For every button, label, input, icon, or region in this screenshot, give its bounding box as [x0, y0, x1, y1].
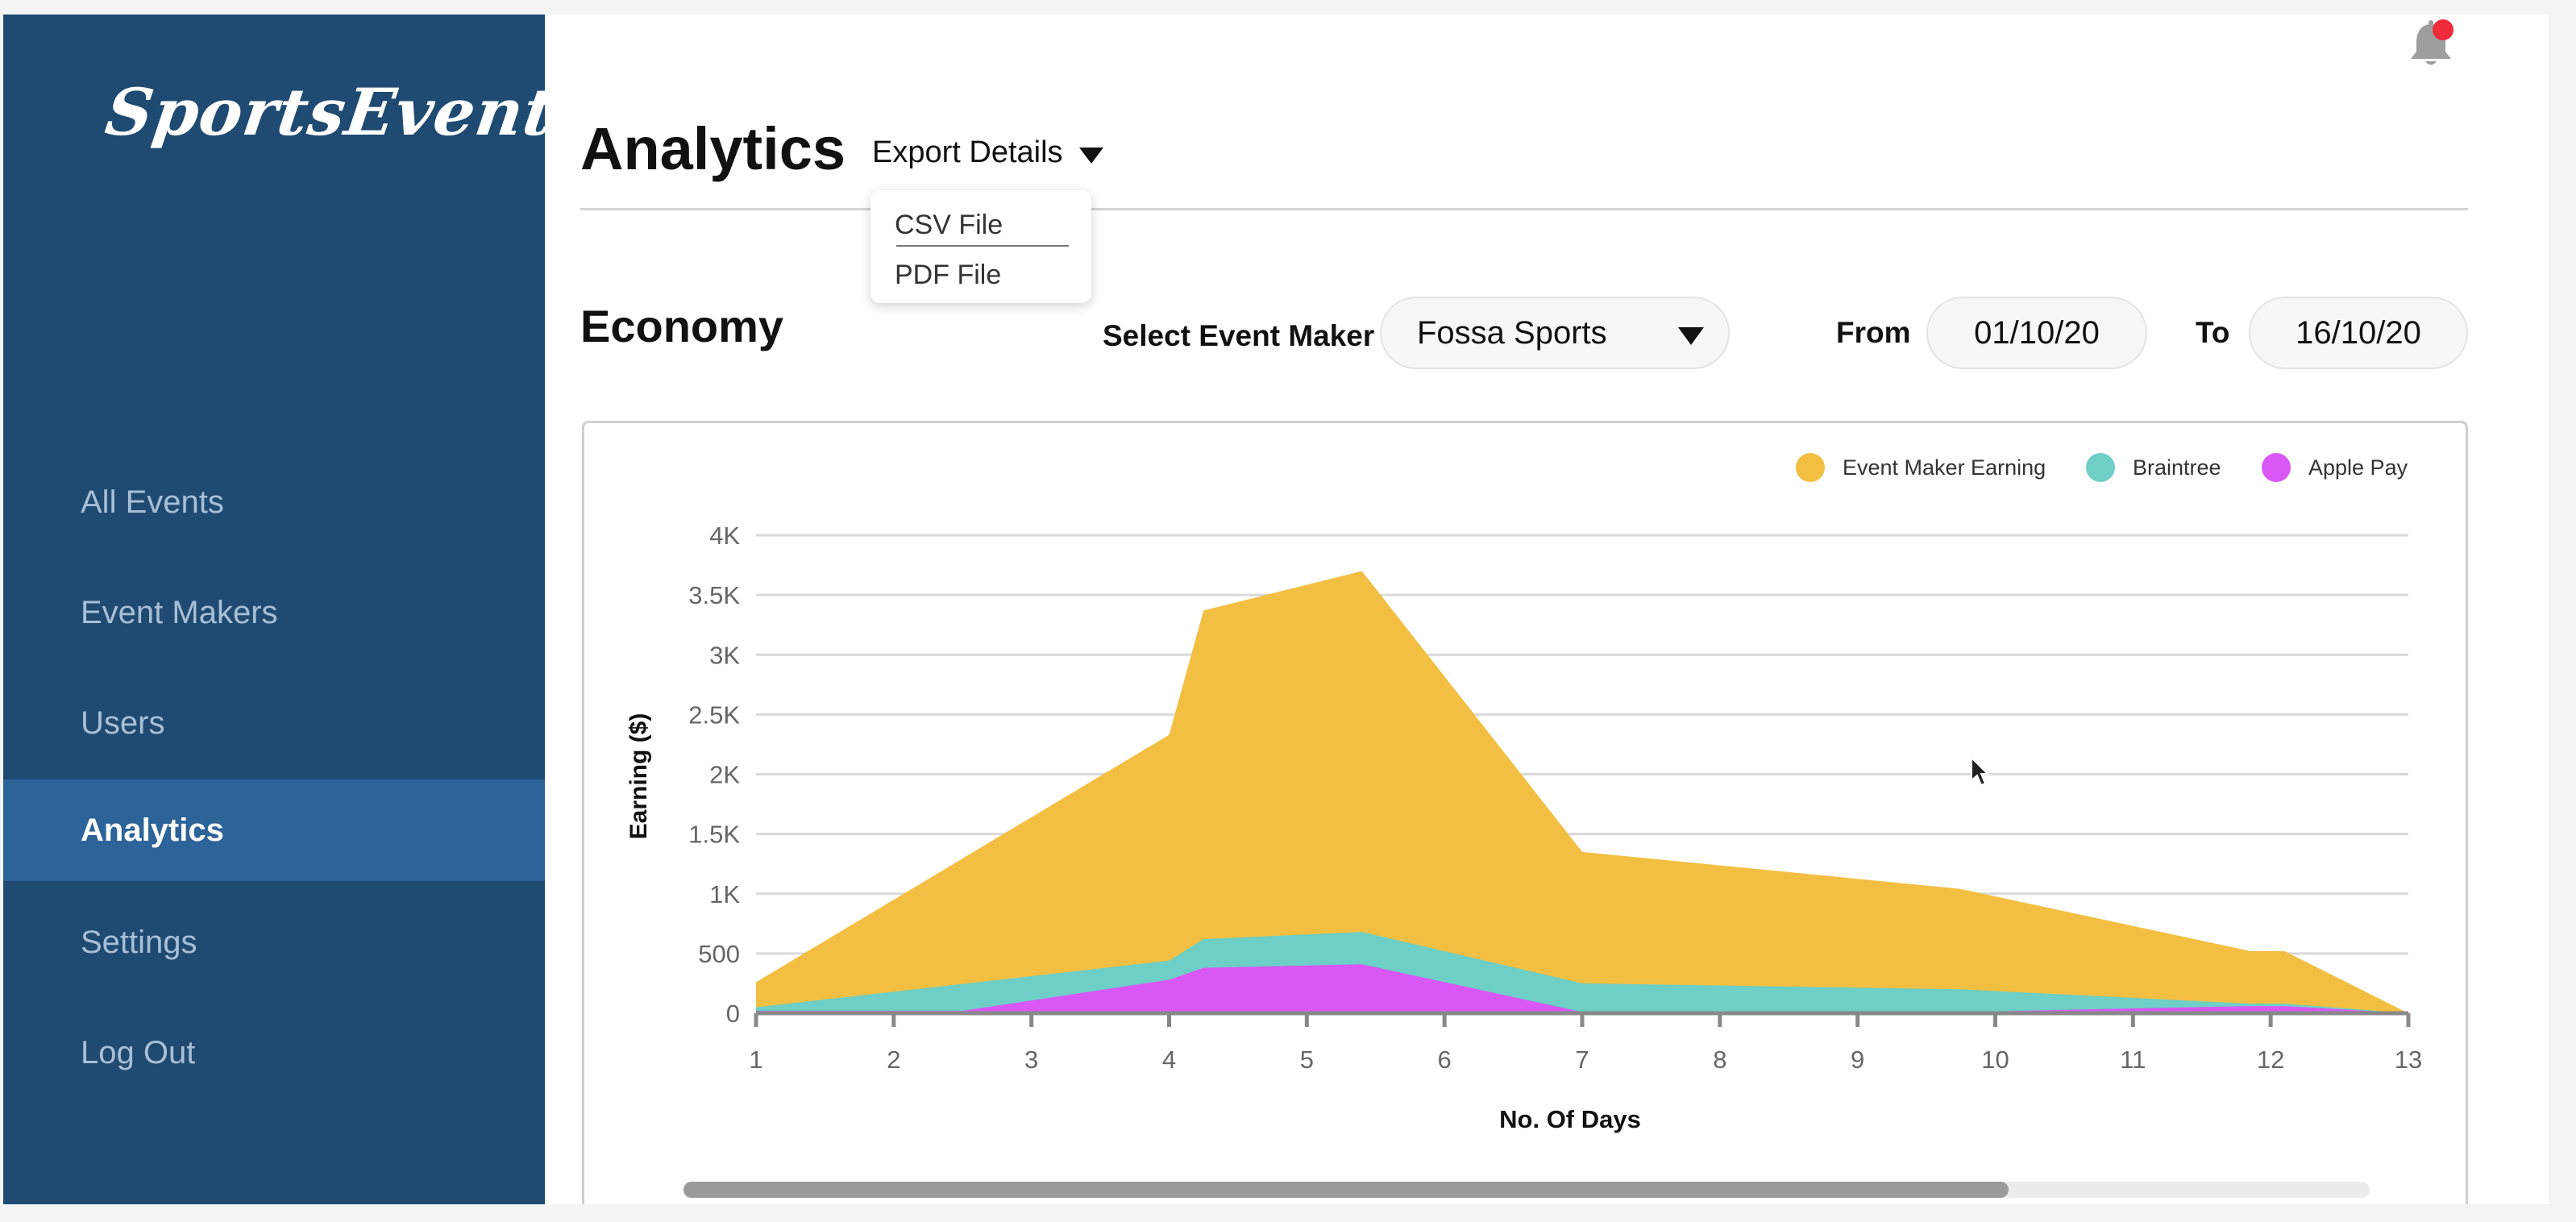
export-details-button[interactable]: Export Details [872, 135, 1103, 170]
chart-scrollbar-thumb[interactable] [683, 1182, 2009, 1198]
sidebar-item-analytics[interactable]: Analytics [3, 779, 545, 881]
app-logo[interactable]: SportsEvent [101, 74, 560, 150]
to-date-field[interactable]: 16/10/20 [2249, 297, 2468, 369]
legend-label: Braintree [2133, 455, 2221, 480]
export-details-label: Export Details [872, 135, 1063, 169]
event-maker-label: Select Event Maker [1103, 319, 1375, 352]
legend-swatch [2086, 453, 2115, 482]
export-csv-option[interactable]: CSV File [895, 210, 1003, 240]
export-menu: CSV File PDF File [870, 190, 1091, 303]
sidebar-item-users[interactable]: Users [81, 705, 165, 741]
window-frame-right [2549, 0, 2576, 1222]
legend-item-event-maker-earning[interactable]: Event Maker Earning [1796, 453, 2046, 482]
event-maker-value: Fossa Sports [1417, 314, 1607, 351]
legend-item-braintree[interactable]: Braintree [2086, 453, 2221, 482]
page-title: Analytics [580, 115, 846, 182]
from-date-field[interactable]: 01/10/20 [1926, 297, 2147, 369]
from-label: From [1836, 316, 1911, 349]
to-label: To [2196, 316, 2230, 349]
section-title: Economy [580, 301, 784, 351]
event-maker-select[interactable]: Fossa Sports [1380, 297, 1730, 369]
legend-swatch [1796, 453, 1825, 482]
legend-label: Apple Pay [2308, 455, 2408, 480]
mouse-pointer-icon [1971, 756, 1989, 787]
notification-badge [2433, 19, 2453, 40]
window-frame-top [0, 0, 2576, 15]
header-divider [580, 208, 2468, 210]
from-date-value: 01/10/20 [1974, 314, 2100, 351]
sidebar-item-all-events[interactable]: All Events [81, 484, 224, 520]
chevron-down-icon [1678, 327, 1704, 345]
sidebar-item-settings[interactable]: Settings [81, 924, 197, 960]
to-date-value: 16/10/20 [2296, 314, 2421, 351]
legend-swatch [2262, 453, 2291, 482]
caret-down-icon [1078, 147, 1103, 164]
menu-divider [896, 245, 1069, 247]
sidebar-item-log-out[interactable]: Log Out [81, 1034, 196, 1070]
sidebar-item-event-makers[interactable]: Event Makers [81, 594, 278, 630]
legend-label: Event Maker Earning [1843, 455, 2046, 480]
window-frame-bottom [0, 1204, 2576, 1222]
chart-card [582, 421, 2468, 1222]
legend-item-apple-pay[interactable]: Apple Pay [2262, 453, 2408, 482]
window-frame-left [0, 0, 3, 1222]
sidebar: SportsEvent All Events Event Makers User… [3, 15, 559, 1204]
export-pdf-option[interactable]: PDF File [895, 260, 1002, 290]
